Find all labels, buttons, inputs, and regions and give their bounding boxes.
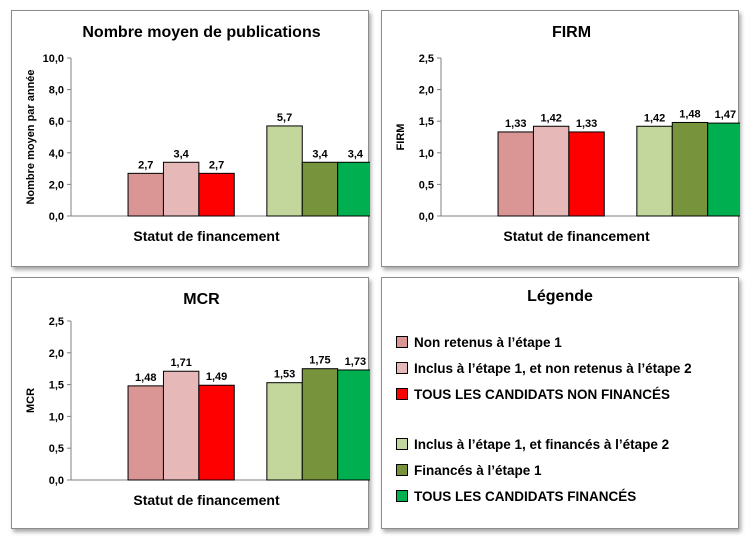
legend-label: Inclus à l’étape 1, et non retenus à l’é… bbox=[414, 360, 692, 376]
x-axis-label: Statut de financement bbox=[133, 228, 280, 244]
chart-title: FIRM bbox=[552, 24, 591, 41]
x-axis-label: Statut de financement bbox=[133, 492, 280, 508]
bar bbox=[162, 161, 200, 217]
data-label: 1,33 bbox=[576, 118, 597, 130]
chart-publications: Nombre moyen de publications 0,0 2,0 4,0 6,0… bbox=[25, 24, 370, 244]
y-tick-label: 0,5 bbox=[49, 443, 64, 455]
chart-firm: FIRM 0,0 0,5 1,0 1,5 2,0 2,5 1,33 1,42 1,33 1,42 1,… bbox=[395, 24, 740, 244]
legend-swatch bbox=[396, 438, 408, 450]
bar bbox=[671, 121, 709, 217]
bar bbox=[636, 125, 673, 217]
bar bbox=[127, 385, 164, 481]
y-tick-label: 10,0 bbox=[43, 53, 64, 65]
legend-panel: Légende Non retenus à l’étape 1 Inclus à… bbox=[381, 277, 739, 529]
legend-item: Financés à l’étape 1 bbox=[396, 461, 542, 479]
legend-label: Financés à l’étape 1 bbox=[414, 462, 542, 478]
chart-panel-mcr: MCR 0,0 0,5 1,0 1,5 2,0 2,5 1,48 1,71 1,49 1,53 1,7… bbox=[11, 277, 370, 529]
bar bbox=[198, 172, 235, 217]
data-label: 1,48 bbox=[135, 372, 156, 384]
legend-item: Inclus à l’étape 1, et non retenus à l’é… bbox=[396, 359, 692, 377]
data-label: 1,33 bbox=[505, 118, 526, 130]
x-axis-label: Statut de financement bbox=[503, 228, 650, 244]
bar bbox=[162, 370, 200, 481]
y-tick-label: 2,0 bbox=[419, 85, 434, 97]
chart-panel-firm: FIRM 0,0 0,5 1,0 1,5 2,0 2,5 1,33 1,42 1,33 1,42 1,… bbox=[381, 10, 740, 267]
y-tick-label: 2,0 bbox=[49, 179, 64, 191]
legend-swatch bbox=[396, 336, 408, 348]
bar bbox=[127, 172, 164, 217]
y-tick-label: 0,5 bbox=[419, 179, 434, 191]
y-axis-label: Nombre moyen par année bbox=[25, 69, 37, 204]
legend-swatch bbox=[396, 490, 408, 502]
bar bbox=[497, 131, 534, 217]
y-tick-label: 0,0 bbox=[49, 211, 64, 223]
data-label: 1,42 bbox=[540, 112, 561, 124]
legend-label: TOUS LES CANDIDATS FINANCÉS bbox=[414, 488, 637, 504]
data-label: 3,4 bbox=[174, 148, 190, 160]
data-label: 1,48 bbox=[679, 108, 700, 120]
chart-mcr: MCR 0,0 0,5 1,0 1,5 2,0 2,5 1,48 1,71 1,49 1,53 1,7… bbox=[25, 291, 370, 508]
y-axis-label: FIRM bbox=[395, 124, 407, 151]
bar bbox=[707, 122, 740, 217]
legend-label: Inclus à l’étape 1, et financés à l’étap… bbox=[414, 436, 670, 452]
bar bbox=[301, 161, 339, 217]
legend-swatch bbox=[396, 464, 408, 476]
data-label: 1,75 bbox=[309, 355, 330, 367]
bar bbox=[568, 131, 605, 217]
data-label: 2,7 bbox=[138, 159, 153, 171]
bar bbox=[301, 368, 339, 481]
legend-title: Légende bbox=[527, 288, 593, 305]
y-tick-label: 1,0 bbox=[419, 148, 434, 160]
y-tick-label: 6,0 bbox=[49, 116, 64, 128]
legend-swatch bbox=[396, 362, 408, 374]
legend-item: TOUS LES CANDIDATS FINANCÉS bbox=[396, 487, 636, 505]
legend-label: Non retenus à l’étape 1 bbox=[414, 334, 562, 350]
data-label: 1,53 bbox=[274, 369, 295, 381]
chart-panel-publications: Nombre moyen de publications 0,0 2,0 4,0 6,0… bbox=[11, 10, 370, 267]
chart-title: MCR bbox=[183, 291, 220, 308]
bar bbox=[337, 161, 370, 217]
y-tick-label: 1,0 bbox=[49, 411, 64, 423]
y-tick-label: 8,0 bbox=[49, 85, 64, 97]
y-tick-label: 2,5 bbox=[419, 53, 434, 65]
y-tick-label: 1,5 bbox=[49, 380, 64, 392]
bar bbox=[337, 369, 370, 481]
data-label: 1,42 bbox=[644, 112, 665, 124]
data-label: 5,7 bbox=[277, 112, 292, 124]
bar bbox=[266, 382, 303, 481]
data-label: 1,49 bbox=[206, 371, 227, 383]
data-label: 3,4 bbox=[312, 148, 328, 160]
legend-label: TOUS LES CANDIDATS NON FINANCÉS bbox=[414, 386, 671, 402]
bar bbox=[532, 125, 570, 217]
data-label: 1,47 bbox=[715, 109, 736, 121]
data-label: 1,71 bbox=[170, 357, 191, 369]
chart-title: Nombre moyen de publications bbox=[82, 24, 320, 41]
y-tick-label: 2,5 bbox=[49, 316, 64, 328]
data-label: 1,73 bbox=[345, 356, 366, 368]
bar bbox=[266, 125, 303, 217]
legend-item: TOUS LES CANDIDATS NON FINANCÉS bbox=[396, 385, 670, 403]
legend-item: Non retenus à l’étape 1 bbox=[396, 333, 562, 351]
y-tick-label: 1,5 bbox=[419, 116, 434, 128]
legend-swatch bbox=[396, 388, 408, 400]
y-tick-label: 4,0 bbox=[49, 148, 64, 160]
bar bbox=[198, 384, 235, 481]
legend-item: Inclus à l’étape 1, et financés à l’étap… bbox=[396, 435, 669, 453]
data-label: 3,4 bbox=[348, 148, 364, 160]
y-tick-label: 0,0 bbox=[419, 211, 434, 223]
y-tick-label: 0,0 bbox=[49, 475, 64, 487]
y-tick-label: 2,0 bbox=[49, 348, 64, 360]
data-label: 2,7 bbox=[209, 159, 224, 171]
y-axis-label: MCR bbox=[25, 388, 37, 413]
